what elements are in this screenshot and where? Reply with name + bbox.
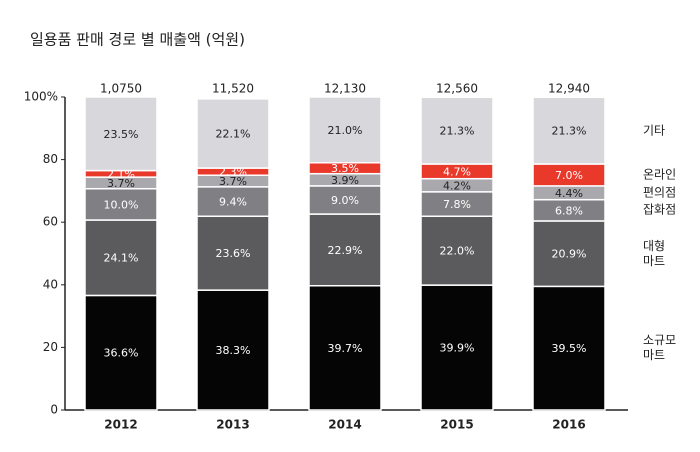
bar-segment [308,96,382,164]
legend-label: 기타 [643,123,666,138]
data-label: 3.7% [107,177,135,190]
total-label: 12,940 [548,82,590,96]
bar-segment [532,285,606,411]
bar-segment [84,219,158,297]
bar-segment [420,96,494,165]
y-tick-label: 100% [24,90,58,104]
bar-segment [308,284,382,411]
data-label: 20.9% [552,248,587,261]
bar-segment [84,187,158,221]
data-label: 22.9% [328,244,363,257]
y-tick-label: 20 [43,340,58,354]
y-tick-label: 60 [43,215,58,229]
bar-segment [420,284,494,411]
x-tick-label: 2015 [440,418,473,432]
data-label: 4.2% [443,179,471,192]
chart-title: 일용품 판매 경로 별 매출액 (억원) [30,31,245,49]
data-label: 3.9% [331,174,359,187]
data-label: 9.0% [331,194,359,207]
legend-label: 온라인 [643,167,677,182]
bar-segment [420,215,494,286]
y-tick-label: 40 [43,277,58,291]
data-label: 4.4% [555,187,583,200]
legend-label: 소규모 마트 [643,333,677,363]
bar-segment [196,215,270,291]
bar-segment [308,185,382,215]
total-label: 11,520 [212,82,254,96]
data-label: 9.4% [219,196,247,209]
data-label: 23.5% [104,128,139,141]
data-label: 7.0% [555,169,583,182]
data-label: 21.3% [552,125,587,138]
x-tick-label: 2014 [328,418,361,432]
bar-segment [84,294,158,411]
data-label: 39.7% [328,342,363,355]
data-label: 7.8% [443,198,471,211]
data-label: 39.9% [440,342,475,355]
x-tick-label: 2012 [104,418,137,432]
total-label: 12,130 [324,82,366,96]
legend-label: 대형 마트 [643,238,666,268]
data-label: 10.0% [104,198,139,211]
bar-segment [196,289,270,411]
bar-segment [196,98,270,169]
data-label: 2.3% [219,166,247,179]
data-label: 3.7% [219,175,247,188]
data-label: 22.0% [440,245,475,258]
bar-segment [84,96,158,172]
total-label: 12,560 [436,82,478,96]
x-tick-label: 2013 [216,418,249,432]
data-label: 22.1% [216,127,251,140]
legend-label: 잡화점 [643,202,677,217]
data-label: 3.5% [331,162,359,175]
legend-label: 편의점 [643,185,677,200]
y-tick-label: 80 [43,152,58,166]
data-label: 24.1% [104,252,139,265]
data-label: 39.5% [552,342,587,355]
data-label: 21.0% [328,124,363,137]
total-label: 1,0750 [100,82,142,96]
data-label: 4.7% [443,165,471,178]
x-tick-label: 2016 [552,418,585,432]
data-label: 36.6% [104,347,139,360]
data-label: 21.3% [440,125,475,138]
y-tick-label: 0 [50,403,58,417]
bar-segment [532,96,606,165]
data-label: 38.3% [216,344,251,357]
data-label: 23.6% [216,247,251,260]
data-label: 6.8% [555,204,583,217]
